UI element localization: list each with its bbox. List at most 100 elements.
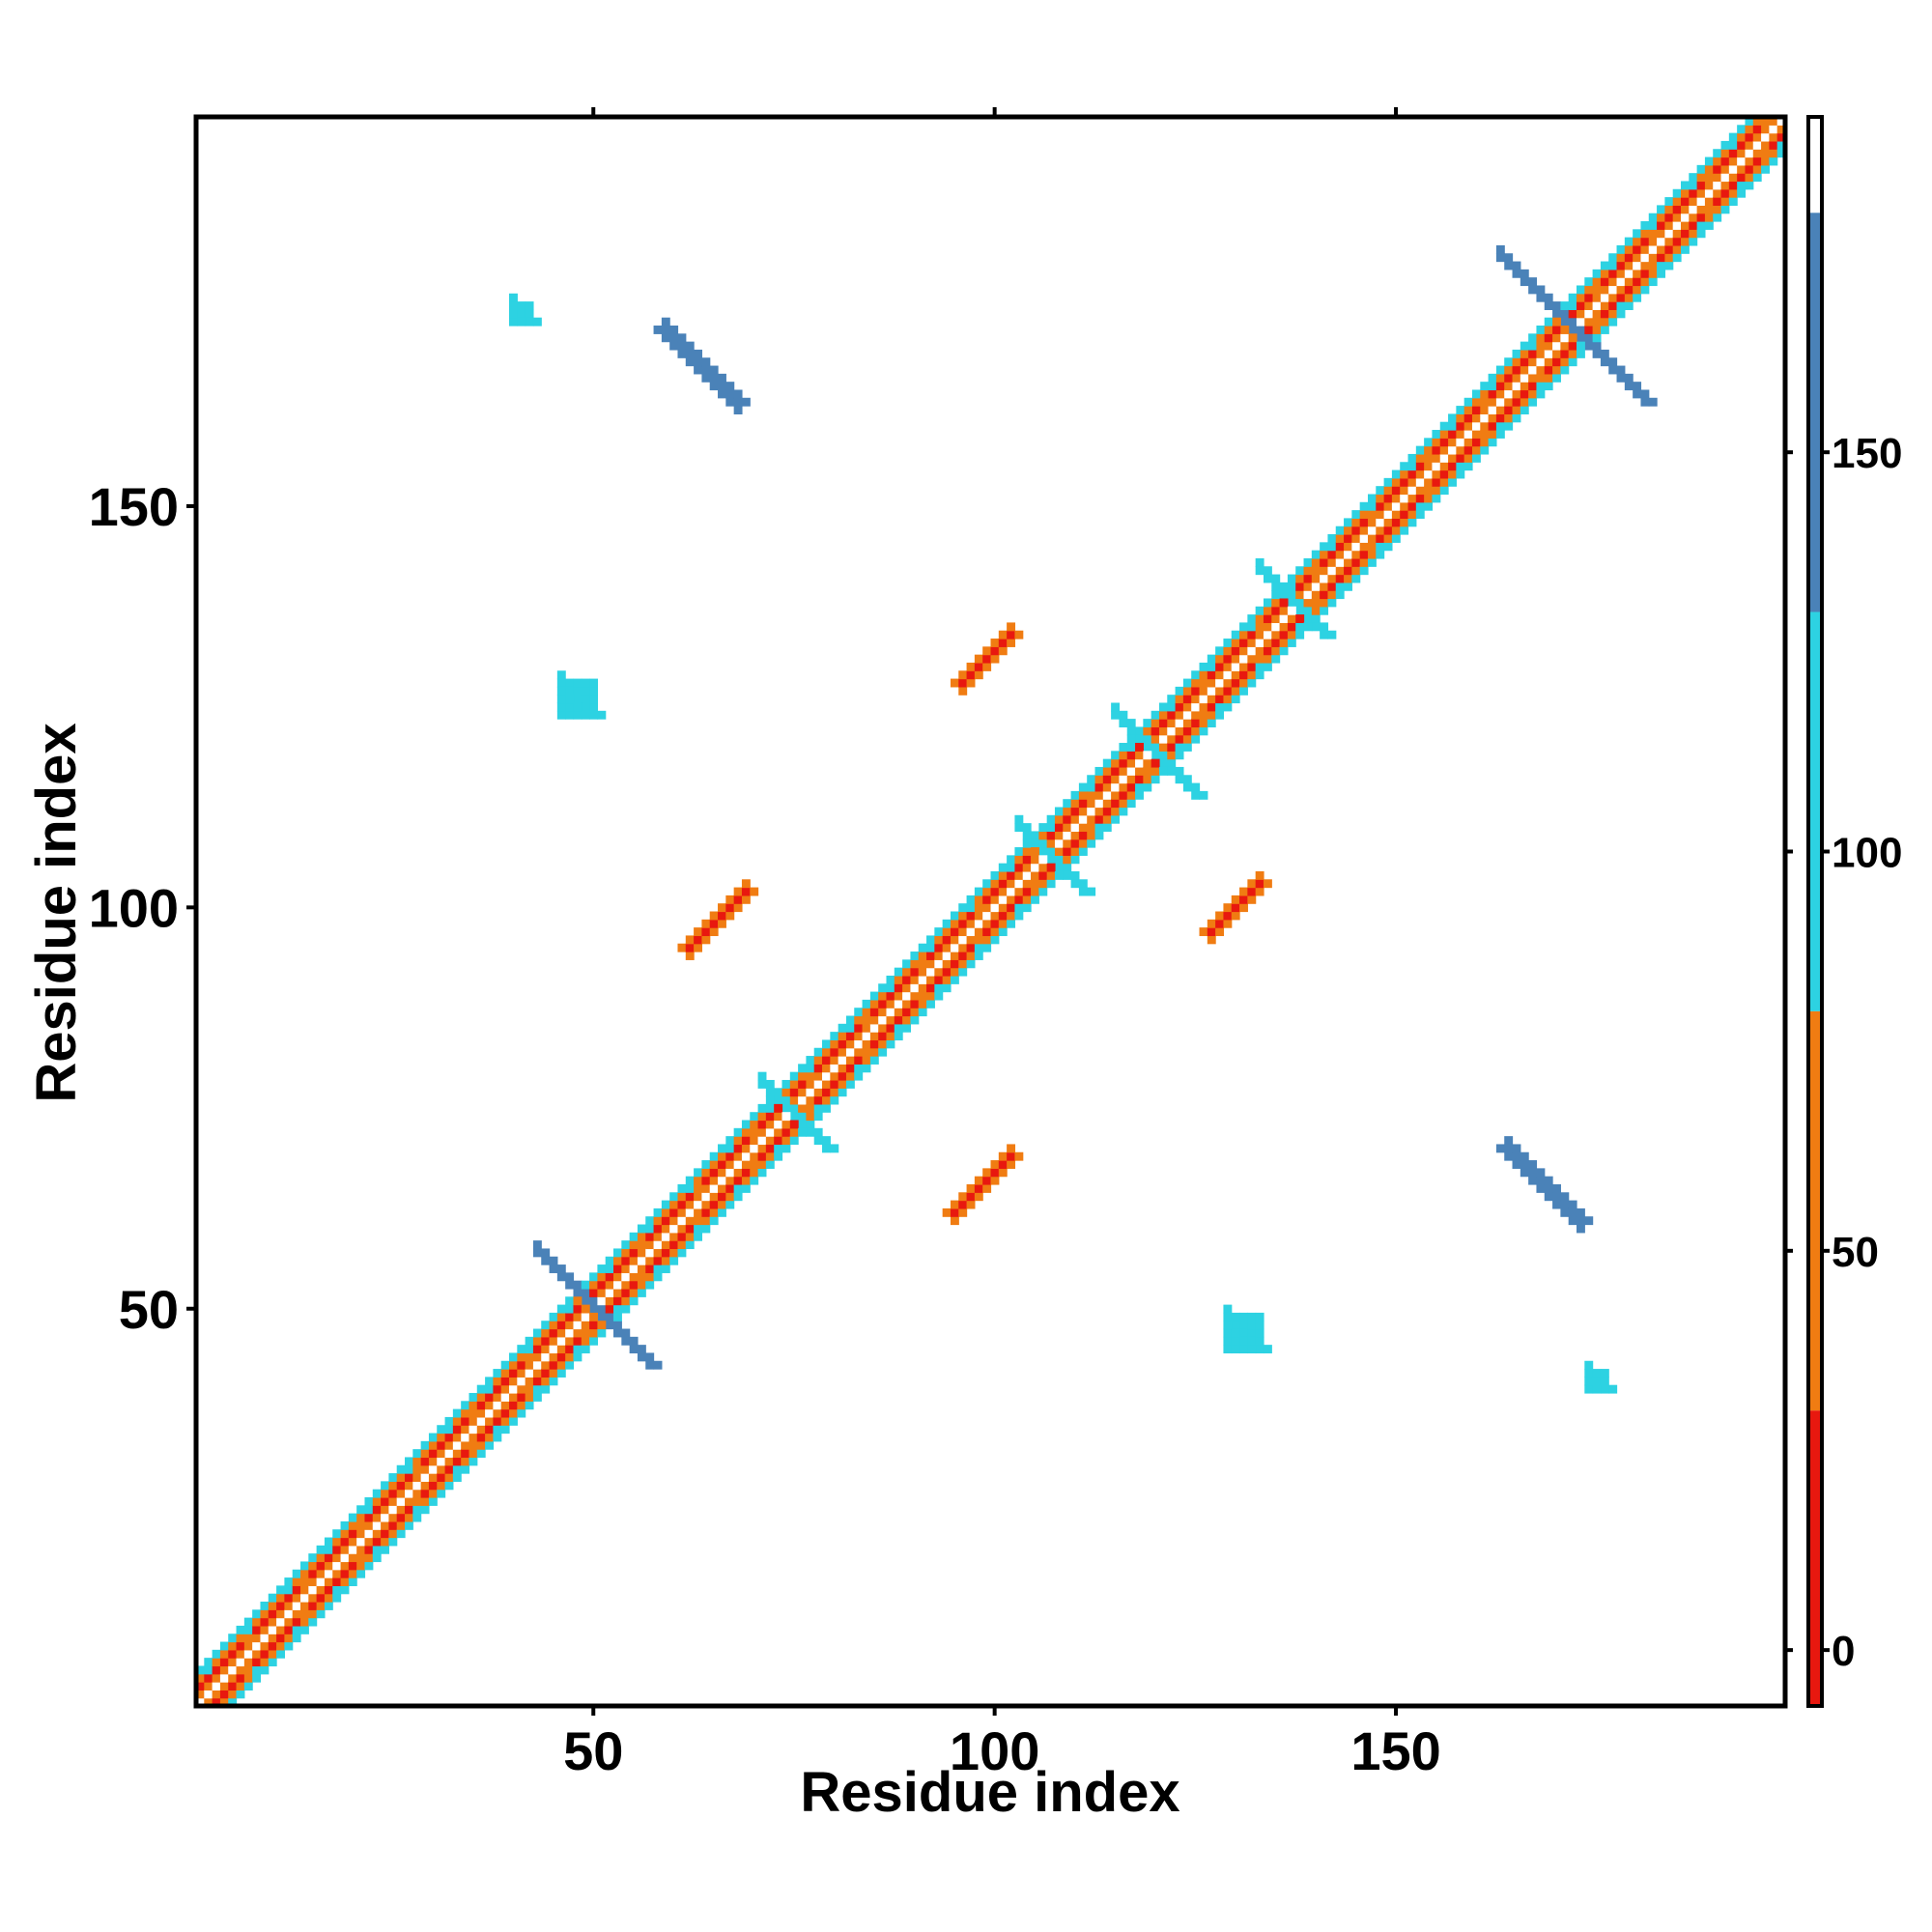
diagonal-cell [485,1433,494,1442]
diagonal-cell [356,1569,366,1578]
diagonal-cell [1287,574,1296,583]
diagonal-cell [243,1641,253,1651]
contact-cell [741,887,751,896]
contact-cell [1633,389,1642,399]
diagonal-cell [1640,237,1650,246]
contact-cell [661,326,670,334]
diagonal-cell [1014,863,1024,872]
contact-cell [645,1352,655,1362]
diagonal-cell [541,1345,551,1354]
diagonal-cell [1600,277,1609,287]
diagonal-cell [1175,751,1184,760]
diagonal-cell [1544,357,1553,367]
contact-cell [990,654,1000,664]
diagonal-cell [982,887,992,896]
diagonal-cell [461,1449,470,1459]
diagonal-cell [1143,751,1152,760]
diagonal-cell [1568,309,1577,319]
diagonal-cell [1456,445,1465,455]
diagonal-cell [1383,477,1393,487]
diagonal-cell [356,1537,366,1547]
contact-cell [982,646,992,656]
diagonal-cell [1063,855,1072,865]
diagonal-cell [444,1464,454,1474]
diagonal-cell [1576,349,1585,358]
diagonal-cell [356,1513,366,1522]
diagonal-cell [1439,445,1449,455]
diagonal-cell [1745,156,1754,166]
diagonal-cell [1704,197,1714,206]
diagonal-cell [1608,253,1618,263]
contact-cell [1592,1384,1602,1394]
contact-cell [1608,357,1618,367]
diagonal-cell [324,1577,333,1586]
diagonal-cell [219,1690,229,1699]
diagonal-cell [1351,557,1361,567]
diagonal-cell [1624,285,1634,295]
contact-cell [1536,1176,1546,1185]
contact-cell [677,943,687,952]
diagonal-cell [1087,775,1096,784]
diagonal-cell [1158,726,1168,736]
diagonal-cell [958,911,968,921]
diagonal-cell [1167,751,1177,760]
contact-cell [694,349,703,358]
diagonal-cell [926,983,935,993]
diagonal-cell [284,1625,294,1634]
diagonal-cell [573,1336,582,1346]
diagonal-cell [1560,301,1570,310]
diagonal-cell [669,1232,679,1241]
contact-cell [1600,1384,1609,1394]
diagonal-cell [396,1473,406,1482]
diagonal-cell [476,1392,486,1402]
diagonal-cell [757,1144,767,1153]
diagonal-cell [1648,261,1658,270]
diagonal-cell [428,1449,438,1459]
diagonal-cell [1223,678,1233,688]
diagonal-cell [1119,758,1128,768]
diagonal-cell [718,1176,726,1185]
diagonal-cell [525,1401,534,1410]
diagonal-cell [428,1464,438,1474]
diagonal-cell [1054,823,1064,833]
diagonal-cell [1182,743,1192,752]
contact-cell [709,911,719,921]
contact-cell [982,654,992,664]
contact-cell [798,1112,808,1122]
diagonal-cell [854,1071,864,1081]
contact-cell [581,695,590,704]
diagonal-cell [1528,333,1538,343]
contact-cell [1560,1208,1570,1217]
contact-cell [757,1079,767,1089]
diagonal-cell [549,1360,558,1370]
diagonal-cell [388,1489,398,1498]
diagonal-cell [1070,814,1080,824]
contact-cell [990,1176,1000,1185]
contact-cell [1576,1208,1585,1217]
diagonal-cell [1191,719,1201,728]
diagonal-cell [894,1032,903,1041]
diagonal-cell [1584,285,1594,295]
diagonal-cell [1087,831,1096,840]
contact-cell [701,935,711,945]
diagonal-cell [1087,782,1096,792]
contact-cell [597,1312,607,1321]
diagonal-cell [1689,229,1698,239]
diagonal-cell [1536,333,1546,343]
diagonal-cell [292,1634,301,1643]
contact-cell [581,686,590,696]
diagonal-cell [1191,702,1201,712]
x-axis-title: Residue index [800,1761,1179,1824]
contact-cell [1207,935,1216,945]
y-axis-title: Residue index [25,723,88,1102]
diagonal-cell [974,927,983,937]
diagonal-cell [1624,301,1634,310]
diagonal-cell [444,1449,454,1459]
diagonal-cell [388,1505,398,1515]
diagonal-cell [1616,309,1626,319]
contact-cell [1223,1304,1233,1314]
diagonal-cell [1175,734,1184,744]
contact-cell [1584,1377,1594,1386]
diagonal-cell [1713,213,1722,222]
diagonal-cell [589,1336,599,1346]
